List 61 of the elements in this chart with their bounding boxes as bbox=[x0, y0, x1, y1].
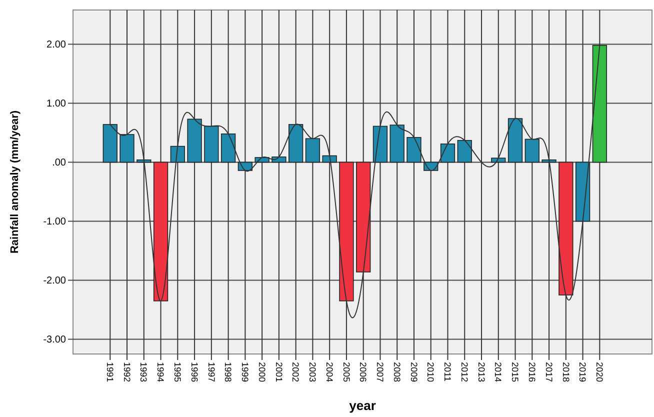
bar bbox=[558, 162, 574, 296]
bar bbox=[170, 146, 185, 163]
x-tick-label: 2017 bbox=[544, 362, 554, 382]
bar bbox=[339, 162, 354, 302]
x-tick-label: 1997 bbox=[206, 362, 216, 382]
bar bbox=[542, 159, 556, 163]
bar bbox=[305, 138, 320, 163]
x-tick-label: 2016 bbox=[527, 362, 537, 382]
x-tick-label: 2020 bbox=[594, 362, 605, 382]
x-tick-label: 1994 bbox=[156, 362, 166, 382]
bar bbox=[153, 162, 168, 302]
x-tick-label: 1991 bbox=[104, 362, 115, 382]
bar bbox=[440, 144, 456, 163]
x-tick-label: 1999 bbox=[240, 362, 250, 382]
bar bbox=[220, 134, 236, 163]
x-tick-label: 1992 bbox=[122, 362, 132, 382]
y-tick-label: -3.00 bbox=[43, 334, 66, 346]
x-tick-label: 2002 bbox=[290, 362, 301, 382]
bar bbox=[592, 45, 607, 163]
bar bbox=[491, 158, 506, 163]
y-tick-label: .00 bbox=[52, 158, 66, 169]
bar bbox=[524, 138, 540, 163]
x-tick-label: 2006 bbox=[358, 362, 368, 382]
bar bbox=[508, 118, 523, 163]
bar bbox=[288, 124, 304, 163]
bar bbox=[102, 124, 118, 163]
y-tick-label: -1.00 bbox=[43, 216, 66, 228]
bar bbox=[356, 162, 371, 272]
x-tick-label: 2001 bbox=[274, 362, 284, 382]
y-axis-title: Rainfall anomaly (mm/year) bbox=[9, 110, 21, 254]
x-tick-label: 2014 bbox=[493, 362, 504, 382]
x-tick-label: 2003 bbox=[308, 362, 318, 382]
bar bbox=[390, 124, 404, 163]
bar bbox=[187, 118, 202, 163]
bar bbox=[457, 140, 472, 163]
x-tick-label: 2010 bbox=[426, 362, 436, 382]
y-tick-label: 1.00 bbox=[46, 98, 66, 110]
x-tick-label: 2009 bbox=[408, 362, 419, 382]
x-tick-label: 2008 bbox=[392, 362, 402, 382]
bar bbox=[204, 126, 219, 163]
x-tick-label: 2018 bbox=[560, 362, 571, 382]
bar bbox=[575, 162, 590, 222]
x-axis-title: year bbox=[349, 398, 376, 413]
x-tick-label: 1993 bbox=[138, 362, 149, 382]
x-tick-label: 2004 bbox=[324, 362, 334, 382]
bar bbox=[120, 134, 134, 163]
x-tick-label: 1995 bbox=[172, 362, 183, 382]
x-tick-label: 2015 bbox=[510, 362, 520, 382]
x-tick-label: 2000 bbox=[256, 362, 267, 382]
x-tick-label: 2012 bbox=[459, 362, 470, 382]
x-tick-label: 2007 bbox=[375, 362, 386, 382]
bar bbox=[406, 137, 422, 163]
x-tick-label: 2011 bbox=[442, 362, 453, 382]
y-tick-label: 2.00 bbox=[46, 40, 66, 51]
x-tick-label: 1998 bbox=[223, 362, 234, 382]
x-tick-label: 2013 bbox=[476, 362, 486, 382]
x-tick-label: 1996 bbox=[189, 362, 200, 382]
x-tick-label: 2005 bbox=[341, 362, 352, 382]
y-tick-label: -2.00 bbox=[43, 276, 66, 287]
x-tick-label: 2019 bbox=[578, 362, 588, 382]
bar bbox=[372, 126, 388, 163]
